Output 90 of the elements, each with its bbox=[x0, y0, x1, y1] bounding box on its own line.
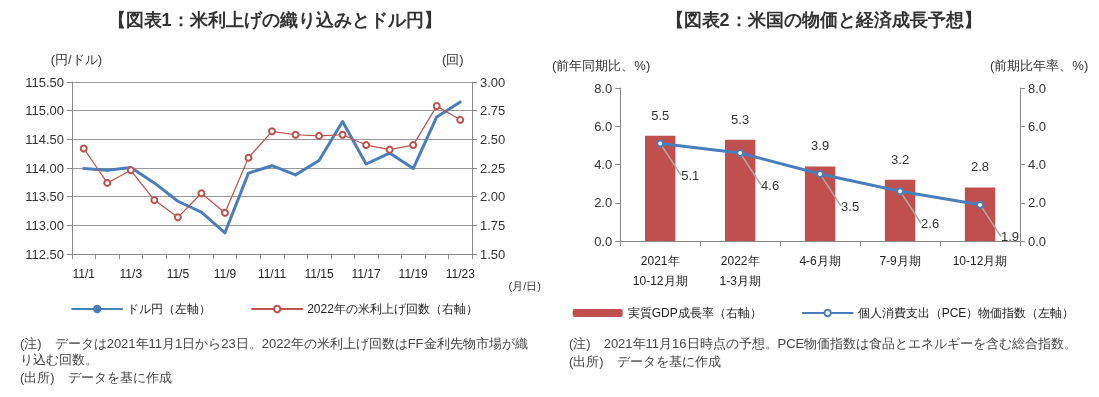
y-tick-label: 6.0 bbox=[594, 118, 613, 134]
point bbox=[656, 139, 665, 148]
x-tick-label: 11/15 bbox=[304, 267, 334, 281]
y2-tick-label: 0.0 bbox=[1028, 233, 1047, 249]
y-tick-label: 113.00 bbox=[25, 217, 64, 233]
data-label: 5.3 bbox=[731, 111, 750, 127]
y2-axis-title: (回) bbox=[442, 52, 464, 67]
x-tick-label: 7-9月期 bbox=[879, 254, 921, 268]
text: (出所) データを基に作成 bbox=[569, 354, 722, 370]
bar bbox=[724, 139, 756, 241]
x-tick-label: 11/3 bbox=[119, 267, 143, 281]
point bbox=[220, 208, 229, 217]
point bbox=[244, 153, 253, 162]
bar bbox=[645, 135, 676, 241]
y-tick-label: 0.0 bbox=[594, 233, 613, 249]
y2-tick-label: 1.75 bbox=[480, 217, 506, 233]
chart-title: 【図表1：米利上げの織り込みとドル円】 bbox=[107, 10, 442, 30]
x-tick-label: 2022年 1-3月期 bbox=[719, 254, 761, 288]
data-label: 3.5 bbox=[841, 198, 860, 214]
y-axis-title: (円/ドル) bbox=[50, 52, 102, 67]
y2-tick-label: 8.0 bbox=[1028, 80, 1047, 96]
x-tick-label: 2021年 10-12月期 bbox=[632, 254, 688, 288]
legend-label: ドル円（左軸） bbox=[127, 302, 212, 316]
point bbox=[409, 141, 418, 150]
point bbox=[150, 196, 159, 205]
y-axis-title: (前年同期比、%) bbox=[552, 58, 651, 73]
point bbox=[896, 187, 905, 196]
x-tick-label: 11/19 bbox=[398, 267, 429, 281]
x-tick-label: 11/23 bbox=[445, 267, 476, 281]
y-tick-label: 114.00 bbox=[25, 160, 64, 176]
data-label: 3.2 bbox=[891, 151, 910, 167]
data-label: 2.8 bbox=[970, 159, 990, 175]
point bbox=[291, 130, 300, 139]
point bbox=[385, 145, 394, 154]
point bbox=[268, 127, 276, 136]
data-label: 4.6 bbox=[761, 177, 780, 193]
y-tick-label: 112.50 bbox=[25, 246, 64, 262]
legend-label: 実質GDP成長率（右軸） bbox=[627, 306, 762, 320]
x-tick-label: 11/9 bbox=[213, 267, 237, 281]
x-tick-label: 11/1 bbox=[72, 267, 96, 281]
bar bbox=[804, 166, 836, 241]
point bbox=[432, 102, 441, 111]
point bbox=[362, 141, 371, 150]
y-tick-label: 115.50 bbox=[25, 74, 64, 90]
text: (注) データは2021年11月1日から23日。2022年の米利上げ回数はFF金利先物市場が織り込む回数。 bbox=[20, 336, 529, 368]
y-tick-label: 113.50 bbox=[25, 189, 64, 205]
y2-tick-label: 6.0 bbox=[1028, 118, 1047, 134]
y-tick-label: 8.0 bbox=[594, 80, 613, 96]
point bbox=[338, 130, 347, 139]
legend-label: 個人消費支出（PCE）物価指数（左軸） bbox=[857, 306, 1075, 320]
data-label: 1.9 bbox=[1000, 229, 1020, 245]
y2-tick-label: 2.75 bbox=[480, 103, 506, 119]
x-tick-label: 11/11 bbox=[257, 267, 287, 281]
y2-tick-label: 3.00 bbox=[480, 74, 506, 90]
x-tick-label: 11/17 bbox=[351, 267, 382, 281]
legend-label: 2022年の米利上げ回数（右軸） bbox=[307, 302, 478, 316]
y-tick-label: 114.50 bbox=[25, 131, 64, 147]
x-axis-title: (月/日) bbox=[508, 279, 542, 292]
point bbox=[816, 170, 825, 179]
y2-tick-label: 1.50 bbox=[480, 246, 506, 262]
data-label: 3.9 bbox=[811, 138, 830, 154]
text: (注) 2021年11月16日時点の予想。PCE物価指数は食品とエネルギーを含む総合指数。 bbox=[569, 336, 1079, 352]
bar bbox=[964, 187, 996, 241]
y2-tick-label: 4.0 bbox=[1028, 157, 1047, 172]
point bbox=[976, 200, 985, 209]
x-tick-label: 11/5 bbox=[166, 267, 190, 281]
text: (出所) データを基に作成 bbox=[20, 370, 173, 386]
point bbox=[736, 149, 745, 158]
chart-title: 【図表2：米国の物価と経済成長予想】 bbox=[665, 10, 982, 30]
bar bbox=[884, 179, 916, 241]
y2-tick-label: 2.25 bbox=[480, 160, 506, 176]
x-tick-label: 4-6月期 bbox=[799, 254, 841, 268]
point bbox=[103, 178, 112, 187]
y-tick-label: 4.0 bbox=[594, 157, 613, 172]
y2-tick-label: 2.50 bbox=[480, 131, 506, 147]
y2-tick-label: 2.0 bbox=[1028, 195, 1047, 211]
point bbox=[126, 166, 135, 175]
y-tick-label: 2.0 bbox=[594, 195, 613, 211]
point bbox=[173, 213, 182, 222]
x-tick-label: 10-12月期 bbox=[952, 254, 1008, 268]
point bbox=[197, 189, 206, 198]
point bbox=[456, 115, 465, 124]
point bbox=[79, 144, 88, 153]
data-label: 2.6 bbox=[921, 215, 940, 231]
data-label: 5.5 bbox=[651, 107, 670, 123]
y2-tick-label: 2.00 bbox=[480, 189, 506, 205]
data-label: 5.1 bbox=[681, 167, 700, 183]
point bbox=[315, 131, 324, 140]
y2-axis-title: (前期比年率、%) bbox=[990, 58, 1089, 73]
y-tick-label: 115.00 bbox=[25, 103, 64, 119]
